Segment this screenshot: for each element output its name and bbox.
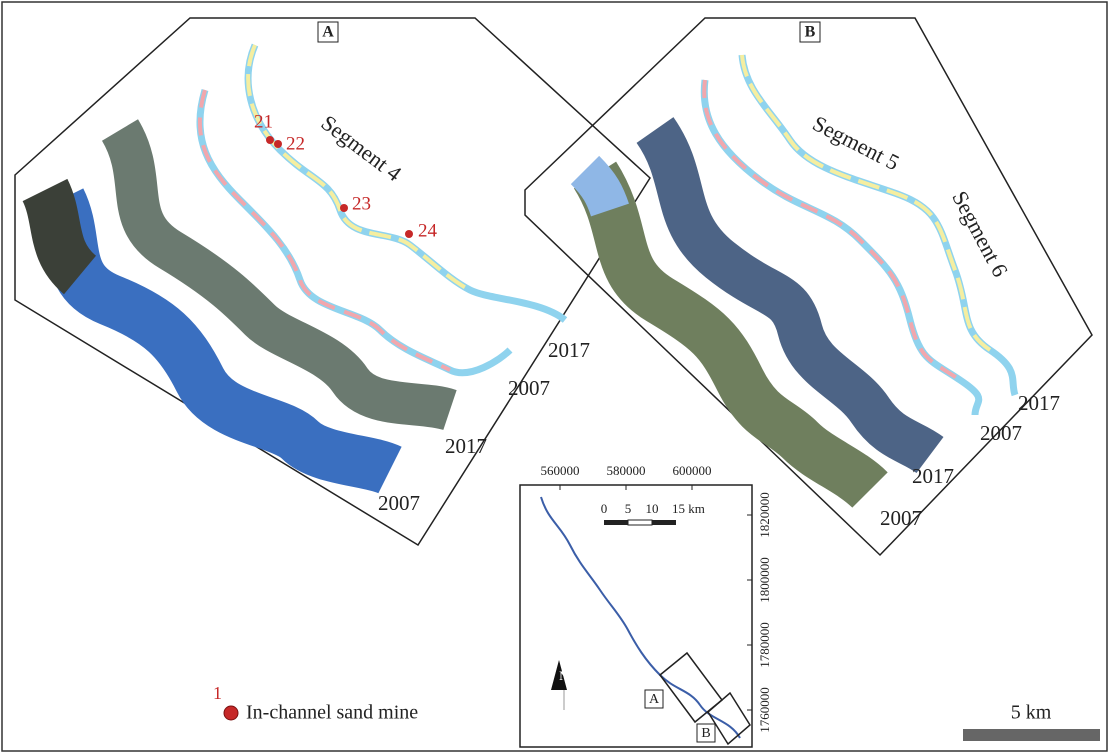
scale-bar-label: 5 km <box>1011 702 1052 724</box>
figure: A 21 22 23 24 Segment 4 2017 2007 2017 2… <box>0 0 1109 753</box>
north-label: N <box>559 668 569 683</box>
imagery-2007-light <box>585 170 610 210</box>
inset-box-label: A <box>649 692 660 707</box>
legend-number: 1 <box>213 683 222 703</box>
y-tick-label: 1780000 <box>757 622 772 668</box>
y-tick-label: 1800000 <box>757 557 772 603</box>
x-tick-label: 600000 <box>673 463 712 478</box>
sand-mine <box>266 136 274 144</box>
year-label: 2017 <box>548 338 590 362</box>
scale-seg <box>652 520 676 525</box>
year-label: 2017 <box>445 434 487 458</box>
mine-label: 22 <box>286 133 305 154</box>
legend-label: In-channel sand mine <box>246 702 418 724</box>
mine-label: 24 <box>418 220 438 241</box>
year-label: 2007 <box>508 376 550 400</box>
x-tick-label: 580000 <box>607 463 646 478</box>
inset-box-label: B <box>701 726 710 741</box>
scale-label: 15 km <box>672 501 705 516</box>
x-tick-label: 560000 <box>541 463 580 478</box>
panel-label: B <box>805 24 816 41</box>
imagery-2007-dark <box>45 190 80 275</box>
mine-label: 23 <box>352 193 371 214</box>
year-label: 2017 <box>1018 391 1060 415</box>
scale-label: 5 <box>625 501 632 516</box>
year-label: 2007 <box>378 491 420 515</box>
scale-label: 0 <box>601 501 608 516</box>
scale-label: 10 <box>646 501 659 516</box>
mine-label: 21 <box>254 111 273 132</box>
year-label: 2007 <box>880 506 922 530</box>
panel-label: A <box>322 24 334 41</box>
y-tick-label: 1820000 <box>757 492 772 538</box>
legend-marker <box>224 706 238 720</box>
year-label: 2007 <box>980 421 1022 445</box>
scale-seg <box>628 520 652 525</box>
year-label: 2017 <box>912 464 954 488</box>
sand-mine <box>405 230 413 238</box>
sand-mine <box>274 140 282 148</box>
scale-seg <box>604 520 628 525</box>
scale-bar <box>963 729 1100 741</box>
sand-mine <box>340 204 348 212</box>
y-tick-label: 1760000 <box>757 687 772 733</box>
